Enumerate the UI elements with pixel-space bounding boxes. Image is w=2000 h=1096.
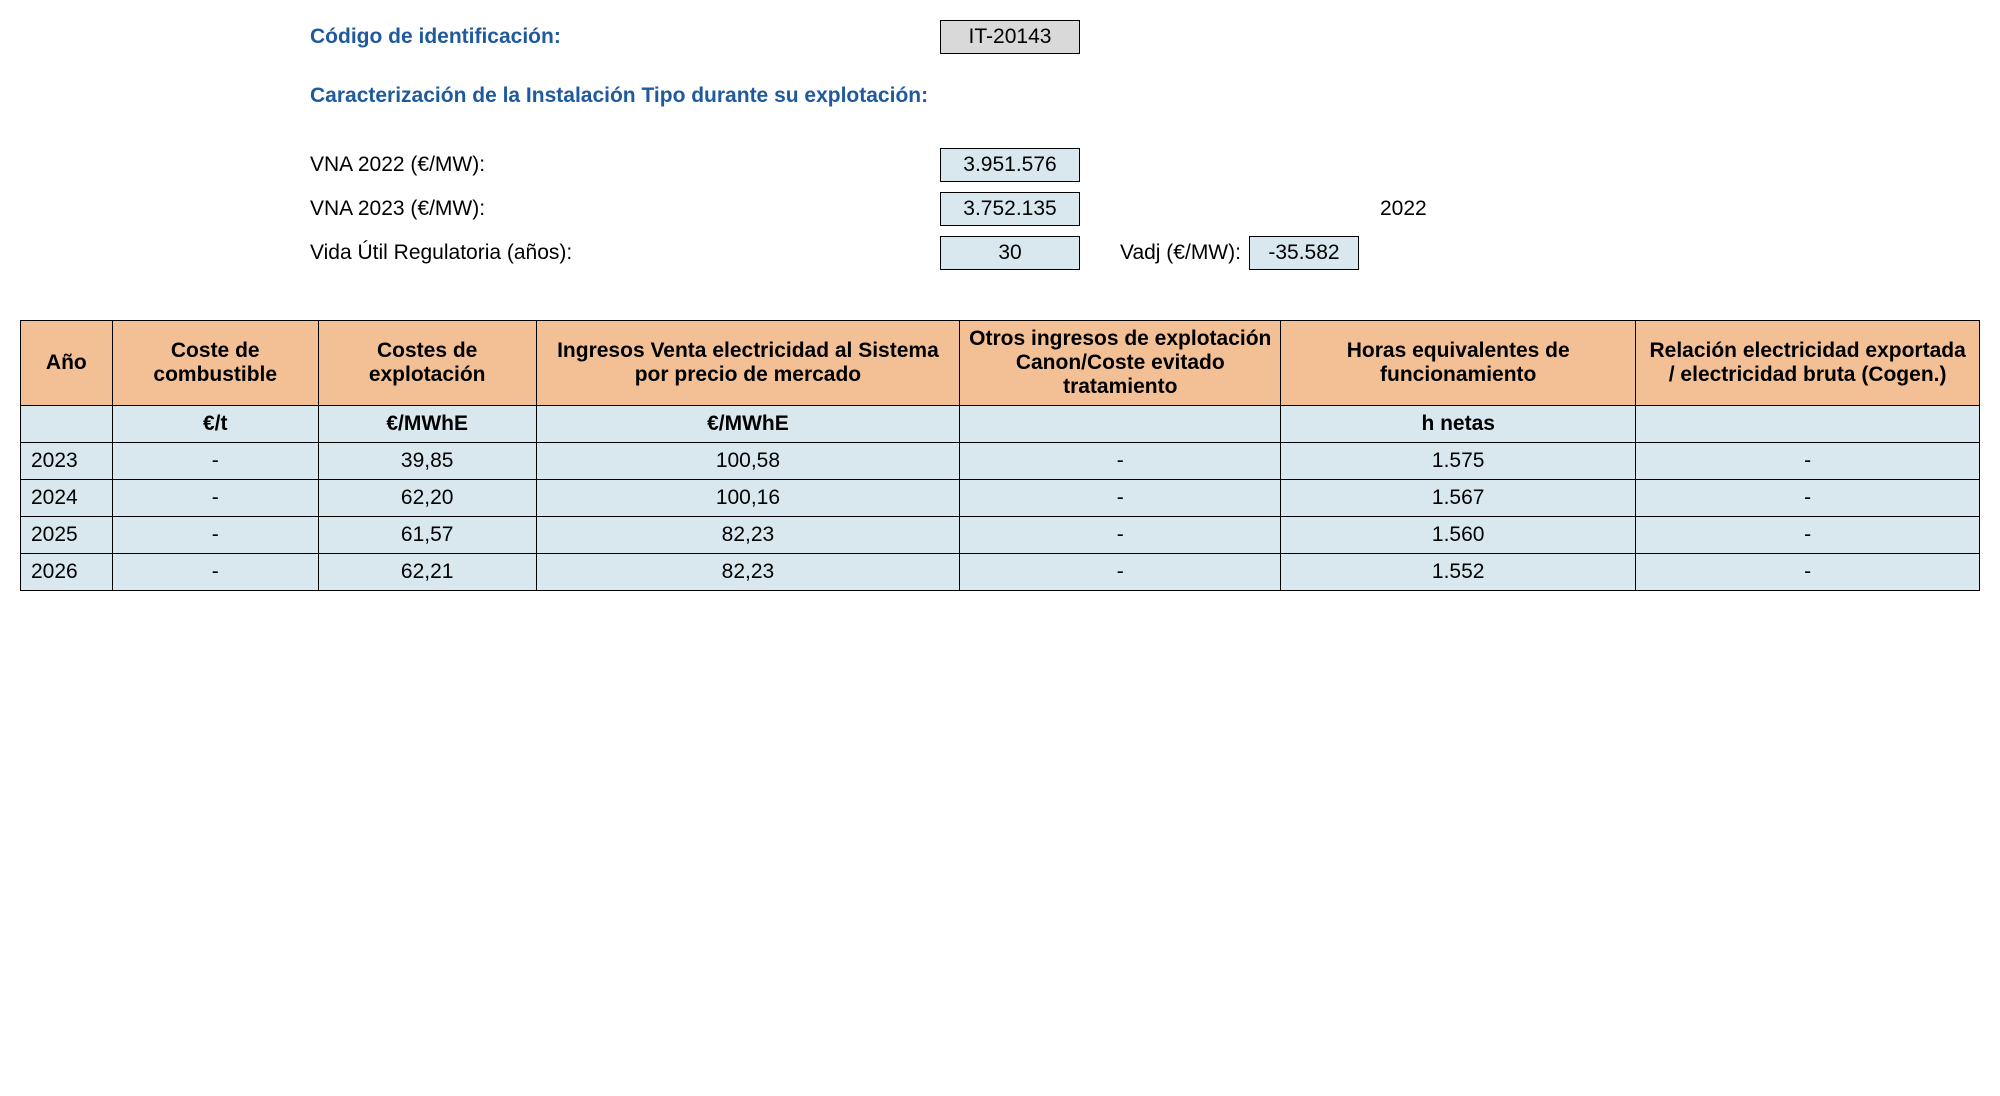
section-title: Caracterización de la Instalación Tipo d… xyxy=(310,84,928,108)
vida-label: Vida Útil Regulatoria (años): xyxy=(310,241,940,265)
table-cell: 82,23 xyxy=(536,517,960,554)
table-cell: - xyxy=(960,480,1281,517)
vadj-label: Vadj (€/MW): xyxy=(1120,241,1241,265)
table-cell: 62,20 xyxy=(318,480,536,517)
table-cell: 82,23 xyxy=(536,554,960,591)
table-cell: 1.575 xyxy=(1281,443,1636,480)
table-cell: 100,58 xyxy=(536,443,960,480)
table-cell: - xyxy=(1636,554,1980,591)
col-header-income: Ingresos Venta electricidad al Sistema p… xyxy=(536,321,960,406)
table-cell: - xyxy=(1636,443,1980,480)
table-cell: 2024 xyxy=(21,480,113,517)
id-label: Código de identificación: xyxy=(310,25,940,49)
table-cell: - xyxy=(1636,480,1980,517)
table-cell: 62,21 xyxy=(318,554,536,591)
table-cell: - xyxy=(112,554,318,591)
unit-cell xyxy=(960,406,1281,443)
col-header-ratio: Relación electricidad exportada / electr… xyxy=(1636,321,1980,406)
col-header-opex: Costes de explotación xyxy=(318,321,536,406)
table-cell: - xyxy=(1636,517,1980,554)
unit-cell xyxy=(21,406,113,443)
vida-value: 30 xyxy=(940,236,1080,270)
unit-cell: €/MWhE xyxy=(536,406,960,443)
col-header-other: Otros ingresos de explotación Canon/Cost… xyxy=(960,321,1281,406)
vna2022-value: 3.951.576 xyxy=(940,148,1080,182)
unit-cell: h netas xyxy=(1281,406,1636,443)
table-units-row: €/t €/MWhE €/MWhE h netas xyxy=(21,406,1980,443)
table-cell: 1.560 xyxy=(1281,517,1636,554)
table-row: 2023-39,85100,58-1.575- xyxy=(21,443,1980,480)
table-cell: - xyxy=(112,517,318,554)
table-cell: - xyxy=(112,443,318,480)
table-cell: - xyxy=(960,517,1281,554)
vna2023-label: VNA 2023 (€/MW): xyxy=(310,197,940,221)
table-row: 2024-62,20100,16-1.567- xyxy=(21,480,1980,517)
col-header-hours: Horas equivalentes de funcionamiento xyxy=(1281,321,1636,406)
table-cell: - xyxy=(960,554,1281,591)
col-header-fuel: Coste de combustible xyxy=(112,321,318,406)
vna2023-value: 3.752.135 xyxy=(940,192,1080,226)
table-cell: 2023 xyxy=(21,443,113,480)
col-header-year: Año xyxy=(21,321,113,406)
data-table: Año Coste de combustible Costes de explo… xyxy=(20,320,1980,591)
unit-cell: €/t xyxy=(112,406,318,443)
table-cell: 61,57 xyxy=(318,517,536,554)
vadj-value: -35.582 xyxy=(1249,236,1359,270)
table-cell: - xyxy=(960,443,1281,480)
table-cell: 2026 xyxy=(21,554,113,591)
vna2022-label: VNA 2022 (€/MW): xyxy=(310,153,940,177)
table-row: 2026-62,2182,23-1.552- xyxy=(21,554,1980,591)
table-cell: - xyxy=(112,480,318,517)
table-cell: 100,16 xyxy=(536,480,960,517)
table-cell: 1.567 xyxy=(1281,480,1636,517)
unit-cell xyxy=(1636,406,1980,443)
id-value-box: IT-20143 xyxy=(940,20,1080,54)
vadj-year: 2022 xyxy=(1380,197,1427,221)
table-row: 2025-61,5782,23-1.560- xyxy=(21,517,1980,554)
table-cell: 1.552 xyxy=(1281,554,1636,591)
table-cell: 2025 xyxy=(21,517,113,554)
table-header-row: Año Coste de combustible Costes de explo… xyxy=(21,321,1980,406)
unit-cell: €/MWhE xyxy=(318,406,536,443)
table-cell: 39,85 xyxy=(318,443,536,480)
